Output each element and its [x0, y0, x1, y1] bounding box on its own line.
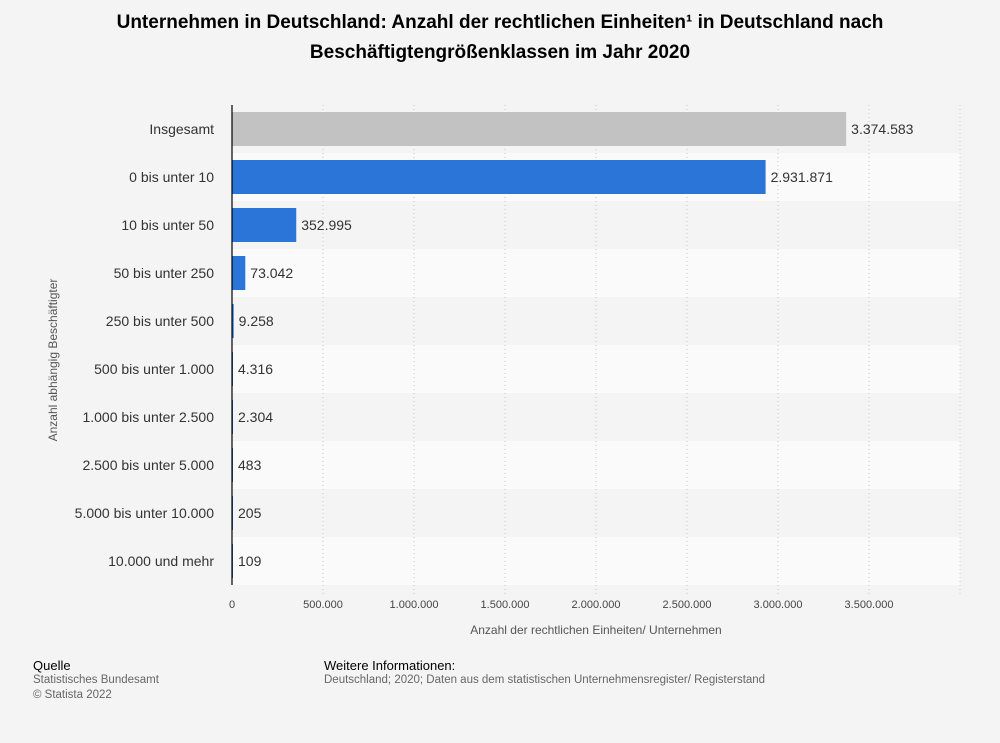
category-label: 50 bis unter 250 [114, 265, 215, 281]
category-label: 1.000 bis unter 2.500 [82, 409, 214, 425]
value-label: 109 [238, 553, 262, 569]
bar [232, 256, 246, 290]
bar [232, 160, 766, 194]
x-tick-label: 500.000 [303, 599, 343, 611]
chart-title: Unternehmen in Deutschland: Anzahl der r… [116, 12, 884, 63]
x-tick-label: 0 [229, 599, 235, 611]
value-label: 9.258 [239, 313, 274, 329]
value-label: 205 [238, 505, 262, 521]
x-tick-label: 2.000.000 [572, 599, 621, 611]
value-label: 352.995 [301, 217, 352, 233]
value-label: 73.042 [250, 265, 293, 281]
category-label: 2.500 bis unter 5.000 [82, 457, 214, 473]
category-label: 0 bis unter 10 [129, 169, 214, 185]
bar [232, 112, 847, 146]
category-label: 5.000 bis unter 10.000 [75, 505, 215, 521]
category-label: 250 bis unter 500 [106, 313, 214, 329]
category-label: 500 bis unter 1.000 [94, 361, 214, 377]
bar [232, 304, 234, 338]
x-tick-label: 1.000.000 [390, 599, 439, 611]
value-label: 3.374.583 [851, 121, 913, 137]
x-tick-label: 3.000.000 [754, 599, 803, 611]
source-block: Quelle Statistisches Bundesamt © Statist… [33, 658, 159, 703]
value-label: 4.316 [238, 361, 273, 377]
info-heading: Weitere Informationen: [324, 658, 456, 673]
category-label: Insgesamt [149, 121, 214, 137]
x-tick-label: 2.500.000 [663, 599, 712, 611]
info-block: Weitere Informationen: Deutschland; 2020… [324, 658, 765, 688]
x-tick-label: 3.500.000 [845, 599, 894, 611]
value-label: 483 [238, 457, 262, 473]
x-tick-label: 1.500.000 [481, 599, 530, 611]
category-label: 10 bis unter 50 [121, 217, 214, 233]
info-text: Deutschland; 2020; Daten aus dem statist… [324, 674, 766, 686]
bar [232, 208, 297, 242]
y-axis-title: Anzahl abhängig Beschäftigter [46, 279, 60, 442]
x-axis-title: Anzahl der rechtlichen Einheiten/ Untern… [470, 623, 721, 637]
value-label: 2.304 [238, 409, 273, 425]
source-heading: Quelle [33, 658, 71, 673]
value-label: 2.931.871 [771, 169, 833, 185]
copyright: © Statista 2022 [33, 689, 112, 701]
category-label: 10.000 und mehr [108, 553, 214, 569]
source-name: Statistisches Bundesamt [33, 674, 159, 686]
